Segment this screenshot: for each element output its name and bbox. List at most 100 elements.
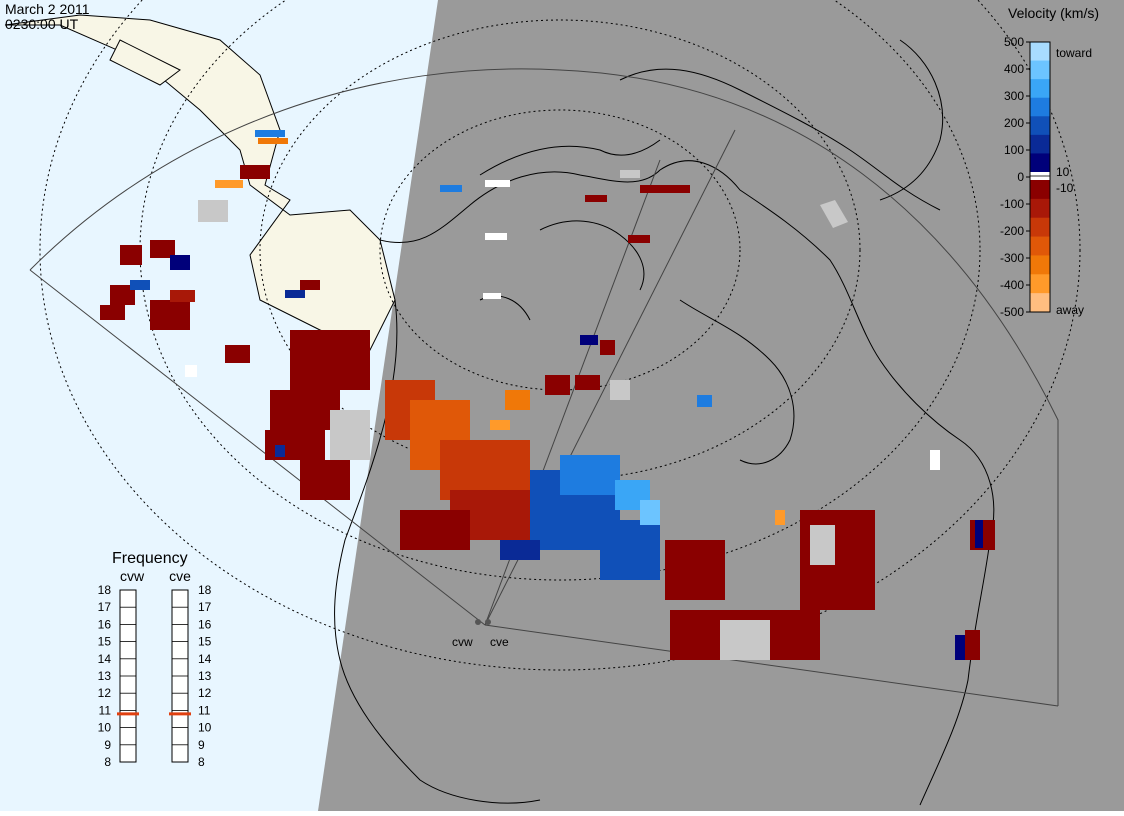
echo-cell (215, 180, 243, 188)
frequency-scale-label: 10 (198, 721, 212, 735)
echo-cell (628, 235, 650, 243)
colorbar-swatch (1030, 274, 1050, 294)
colorbar-swatch (1030, 134, 1050, 154)
frequency-scale-label: 13 (198, 669, 212, 683)
east-echoes (483, 170, 995, 660)
colorbar-zero-band (1030, 175, 1050, 177)
colorbar-swatch (1030, 116, 1050, 136)
colorbar-tick-label: 400 (1004, 62, 1024, 76)
echo-cell (720, 620, 770, 660)
frequency-scale-label: 9 (104, 738, 111, 752)
echo-cell (130, 280, 150, 290)
colorbar-swatch (1030, 293, 1050, 313)
colorbar-tick-label: -400 (1000, 278, 1024, 292)
echo-cell (400, 510, 470, 550)
echo-cell (170, 255, 190, 270)
echo-cell (930, 450, 940, 470)
frequency-scale-label: 14 (198, 652, 212, 666)
night-region (318, 0, 1124, 811)
frequency-scale-label: 18 (98, 583, 112, 597)
echo-cell (275, 445, 285, 457)
echo-cell (185, 365, 197, 377)
colorbar-tick-label: 300 (1004, 89, 1024, 103)
echo-cell (255, 130, 285, 137)
colorbar-swatch (1030, 180, 1050, 200)
frequency-scale-label: 17 (98, 600, 112, 614)
colorbar-tick-label: 200 (1004, 116, 1024, 130)
colorbar-swatch (1030, 97, 1050, 117)
frequency-scale-label: 11 (99, 703, 112, 717)
echo-cell (545, 375, 570, 395)
echo-cell (150, 240, 175, 258)
echo-cell (485, 233, 507, 240)
legend-toward-label: toward (1056, 46, 1092, 60)
echo-cell (120, 245, 142, 265)
colorbar-tick-label: 0 (1017, 170, 1024, 184)
frequency-radar-label: cvw (120, 568, 145, 584)
colorbar-swatch (1030, 42, 1050, 62)
velocity-colorbar (1029, 41, 1051, 313)
echo-cell (600, 520, 660, 580)
echo-cell (258, 138, 288, 144)
colorbar-swatch (1030, 255, 1050, 275)
echo-cell (300, 280, 320, 290)
echo-cell (483, 293, 501, 299)
colorbar-swatch (1030, 217, 1050, 238)
frequency-scale-label: 9 (198, 738, 205, 752)
legend-away-label: away (1056, 303, 1084, 317)
echo-cell (290, 330, 370, 390)
frequency-panel: cvw cve 18 18 17 17 16 16 15 15 14 14 13 13 12 12 11 11 10… (98, 568, 212, 769)
echo-cell (560, 455, 620, 495)
frequency-scale-label: 8 (198, 755, 205, 769)
echo-cell (600, 340, 615, 355)
colorbar-tick-label: 100 (1004, 143, 1024, 157)
echo-cell (580, 335, 598, 345)
colorbar-swatch (1030, 198, 1050, 219)
echo-cell (640, 185, 690, 193)
frequency-scale-label: 18 (198, 583, 212, 597)
frequency-scale-label: 17 (198, 600, 212, 614)
echo-cell (665, 540, 725, 600)
echo-cell (270, 390, 340, 430)
echo-cell (170, 290, 195, 302)
echo-cell (110, 285, 135, 305)
colorbar-swatch (1030, 153, 1050, 173)
coastlines (334, 39, 995, 806)
echo-cell (610, 380, 630, 400)
colorbar-tick-label: -500 (1000, 305, 1024, 319)
echo-cell (500, 540, 540, 560)
echo-cell (575, 375, 600, 390)
cve-site-label: cve (490, 635, 509, 649)
echo-cell (100, 305, 125, 320)
legend-plus-ten: 10 (1056, 165, 1070, 179)
frequency-scale-label: 16 (198, 617, 212, 631)
frequency-scale-label: 10 (98, 721, 112, 735)
echo-cell (198, 200, 228, 222)
colorbar-tick-label: 500 (1004, 35, 1024, 49)
echo-cell (585, 195, 607, 202)
echo-cell (640, 500, 660, 525)
colorbar-tick-label: -100 (1000, 197, 1024, 211)
frequency-scale-label: 16 (98, 617, 112, 631)
echo-cell (775, 510, 785, 525)
frequency-title: Frequency (112, 550, 188, 567)
echo-cell (225, 345, 250, 363)
legend-title: Velocity (km/s) (1008, 5, 1100, 21)
colorbar-tick-label: -300 (1000, 251, 1024, 265)
echo-cell (150, 300, 190, 330)
colorbar-swatch (1030, 236, 1050, 256)
cve-site-marker (485, 619, 491, 625)
frequency-scale-label: 8 (104, 755, 111, 769)
legend-minus-ten: -10 (1056, 181, 1074, 195)
cvw-echoes (100, 130, 370, 500)
echo-cell (485, 180, 510, 187)
colorbar-swatch (1030, 79, 1050, 99)
echo-cell (697, 395, 712, 407)
echo-cell (810, 525, 835, 565)
frequency-scale-label: 14 (98, 652, 112, 666)
cvw-site-marker (475, 619, 481, 625)
echo-cell (505, 390, 530, 410)
frequency-scale-label: 12 (198, 686, 212, 700)
plot-time: 0230:00 UT (5, 16, 79, 32)
